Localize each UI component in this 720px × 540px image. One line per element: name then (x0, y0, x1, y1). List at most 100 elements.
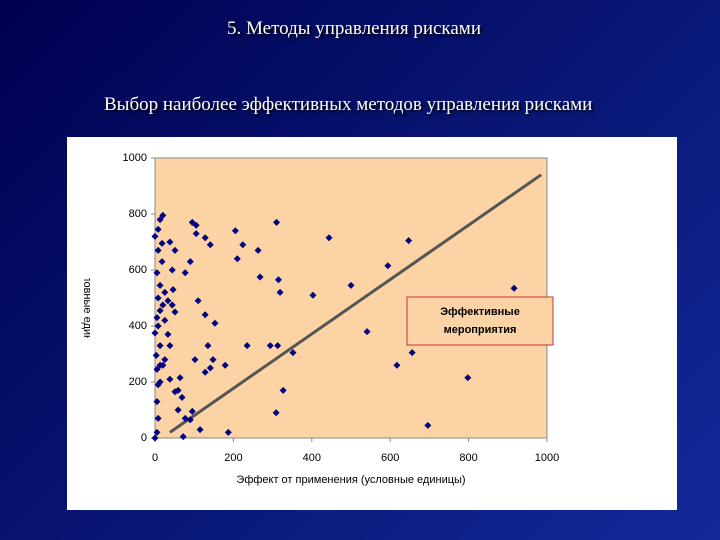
point (224, 428, 232, 436)
point (196, 426, 204, 434)
point (161, 288, 169, 296)
point (201, 234, 209, 242)
point (194, 297, 202, 305)
point (363, 328, 371, 336)
point (393, 361, 401, 369)
point (243, 342, 251, 350)
point (176, 374, 184, 382)
chart: 0 200 400 600 800 1000 0 200 400 600 800 1000 Эффект… (67, 137, 677, 510)
point (179, 433, 187, 441)
x-tick-label: 800 (459, 452, 477, 464)
point (156, 378, 164, 386)
point (174, 386, 182, 394)
point (154, 246, 162, 254)
point (171, 308, 179, 316)
y-tick-label: 600 (129, 264, 147, 276)
point (159, 301, 167, 309)
y-tick-label: 400 (129, 320, 147, 332)
y-tick-label: 1000 (123, 152, 147, 164)
point (211, 319, 219, 327)
point (273, 218, 281, 226)
point (464, 374, 472, 382)
point (174, 406, 182, 414)
point (254, 246, 262, 254)
point (154, 322, 162, 330)
point (153, 398, 161, 406)
point (171, 388, 179, 396)
point (164, 330, 172, 338)
point (201, 368, 209, 376)
point (161, 316, 169, 324)
x-tick-label: 1000 (535, 452, 559, 464)
point (166, 238, 174, 246)
point (154, 225, 162, 233)
slide-title: 5. Методы управления рисками (227, 18, 481, 39)
point (154, 294, 162, 302)
point (151, 232, 159, 240)
point (156, 307, 164, 315)
point (510, 284, 518, 292)
point (154, 414, 162, 422)
point (239, 241, 247, 249)
point (325, 234, 333, 242)
point (171, 246, 179, 254)
point (153, 314, 161, 322)
point (153, 428, 161, 436)
point (408, 349, 416, 357)
point (151, 329, 159, 337)
point (191, 356, 199, 364)
y-tick-label: 800 (129, 208, 147, 220)
point (274, 276, 282, 284)
point (206, 241, 214, 249)
point (152, 351, 160, 359)
point (384, 262, 392, 270)
point (158, 258, 166, 266)
trend-line (169, 173, 542, 434)
point (151, 434, 159, 442)
y-axis-label: Цена (условные единицы) (81, 231, 93, 365)
x-tick-label: 400 (303, 452, 321, 464)
x-tick-label: 600 (381, 452, 399, 464)
point (166, 375, 174, 383)
point (221, 361, 229, 369)
point (159, 361, 167, 369)
point (309, 291, 317, 299)
x-tick-label: 0 (152, 452, 158, 464)
point (424, 421, 432, 429)
point (405, 237, 413, 245)
y-tick-label: 0 (141, 432, 147, 444)
point (347, 281, 355, 289)
point (201, 311, 209, 319)
x-tick-label: 200 (224, 452, 242, 464)
point (186, 258, 194, 266)
point (159, 211, 167, 219)
point (153, 365, 161, 373)
point (289, 349, 297, 357)
point (181, 414, 189, 422)
point (156, 281, 164, 289)
point (279, 386, 287, 394)
point (192, 230, 200, 238)
point (154, 381, 162, 389)
point (266, 342, 274, 350)
point (272, 409, 280, 417)
point (188, 407, 196, 415)
slide-subtitle: Выбор наиболее эффективных методов управ… (104, 94, 593, 115)
point (256, 273, 264, 281)
point (181, 269, 189, 277)
point (153, 269, 161, 277)
point (178, 393, 186, 401)
point (274, 342, 282, 350)
point (209, 356, 217, 364)
point (204, 342, 212, 350)
point (169, 286, 177, 294)
point (168, 266, 176, 274)
point (156, 342, 164, 350)
point (164, 297, 172, 305)
point (158, 239, 166, 247)
y-tick-label: 200 (129, 376, 147, 388)
point (192, 221, 200, 229)
point (161, 356, 169, 364)
point (276, 288, 284, 296)
